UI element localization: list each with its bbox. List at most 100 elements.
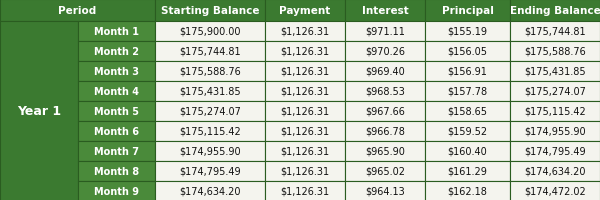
Text: $1,126.31: $1,126.31 [280, 47, 329, 57]
Text: $175,744.81: $175,744.81 [179, 47, 241, 57]
Text: $161.29: $161.29 [448, 166, 487, 176]
Text: $175,115.42: $175,115.42 [524, 106, 586, 116]
Bar [155, 141, 265, 161]
Bar [155, 62, 265, 82]
Bar [78, 141, 155, 161]
Bar [510, 0, 600, 22]
Bar [345, 62, 425, 82]
Bar [265, 101, 345, 121]
Bar [510, 161, 600, 181]
Text: $174,955.90: $174,955.90 [179, 146, 241, 156]
Bar [155, 181, 265, 200]
Bar [265, 82, 345, 101]
Text: $174,634.20: $174,634.20 [524, 166, 586, 176]
Text: $160.40: $160.40 [448, 146, 487, 156]
Text: $969.40: $969.40 [365, 67, 405, 77]
Bar [425, 62, 510, 82]
Text: $174,795.49: $174,795.49 [524, 146, 586, 156]
Text: $1,126.31: $1,126.31 [280, 166, 329, 176]
Text: $157.78: $157.78 [448, 87, 488, 97]
Text: $965.02: $965.02 [365, 166, 405, 176]
Bar [78, 62, 155, 82]
Bar [0, 0, 155, 22]
Bar [510, 121, 600, 141]
Bar [265, 161, 345, 181]
Bar [510, 101, 600, 121]
Text: $158.65: $158.65 [448, 106, 487, 116]
Text: $175,115.42: $175,115.42 [179, 126, 241, 136]
Bar [425, 22, 510, 42]
Text: Principal: Principal [442, 6, 493, 16]
Text: Month 9: Month 9 [94, 186, 139, 196]
Bar [265, 0, 345, 22]
Text: $1,126.31: $1,126.31 [280, 186, 329, 196]
Bar [0, 22, 78, 200]
Text: $174,634.20: $174,634.20 [179, 186, 241, 196]
Bar [265, 141, 345, 161]
Bar [78, 181, 155, 200]
Text: $175,431.85: $175,431.85 [179, 87, 241, 97]
Text: Month 2: Month 2 [94, 47, 139, 57]
Text: $162.18: $162.18 [448, 186, 487, 196]
Bar [78, 101, 155, 121]
Text: $174,955.90: $174,955.90 [524, 126, 586, 136]
Text: Year 1: Year 1 [17, 105, 61, 118]
Text: $968.53: $968.53 [365, 87, 405, 97]
Text: Interest: Interest [362, 6, 409, 16]
Bar [78, 82, 155, 101]
Bar [78, 22, 155, 42]
Text: $964.13: $964.13 [365, 186, 405, 196]
Bar [425, 161, 510, 181]
Bar [345, 42, 425, 62]
Text: $1,126.31: $1,126.31 [280, 67, 329, 77]
Text: $966.78: $966.78 [365, 126, 405, 136]
Bar [425, 101, 510, 121]
Bar [155, 0, 265, 22]
Text: Ending Balance: Ending Balance [509, 6, 600, 16]
Text: Payment: Payment [280, 6, 331, 16]
Bar [510, 22, 600, 42]
Bar [265, 181, 345, 200]
Text: $155.19: $155.19 [448, 27, 487, 37]
Bar [78, 42, 155, 62]
Text: $175,588.76: $175,588.76 [179, 67, 241, 77]
Text: $175,431.85: $175,431.85 [524, 67, 586, 77]
Bar [345, 141, 425, 161]
Bar [265, 121, 345, 141]
Text: Month 4: Month 4 [94, 87, 139, 97]
Text: $175,588.76: $175,588.76 [524, 47, 586, 57]
Bar [425, 121, 510, 141]
Bar [345, 82, 425, 101]
Text: $971.11: $971.11 [365, 27, 405, 37]
Bar [510, 141, 600, 161]
Bar [155, 161, 265, 181]
Text: $965.90: $965.90 [365, 146, 405, 156]
Text: Starting Balance: Starting Balance [161, 6, 259, 16]
Text: $174,472.02: $174,472.02 [524, 186, 586, 196]
Text: $1,126.31: $1,126.31 [280, 146, 329, 156]
Bar [155, 121, 265, 141]
Bar [155, 42, 265, 62]
Text: $174,795.49: $174,795.49 [179, 166, 241, 176]
Bar [265, 42, 345, 62]
Text: Month 1: Month 1 [94, 27, 139, 37]
Bar [510, 181, 600, 200]
Bar [510, 42, 600, 62]
Bar [345, 121, 425, 141]
Bar [265, 62, 345, 82]
Bar [345, 161, 425, 181]
Text: $967.66: $967.66 [365, 106, 405, 116]
Bar [78, 161, 155, 181]
Bar [425, 181, 510, 200]
Text: $1,126.31: $1,126.31 [280, 27, 329, 37]
Bar [78, 121, 155, 141]
Bar [425, 0, 510, 22]
Bar [345, 22, 425, 42]
Text: $175,274.07: $175,274.07 [179, 106, 241, 116]
Text: Month 8: Month 8 [94, 166, 139, 176]
Text: $175,744.81: $175,744.81 [524, 27, 586, 37]
Text: Month 3: Month 3 [94, 67, 139, 77]
Text: Month 5: Month 5 [94, 106, 139, 116]
Bar [345, 101, 425, 121]
Text: $175,900.00: $175,900.00 [179, 27, 241, 37]
